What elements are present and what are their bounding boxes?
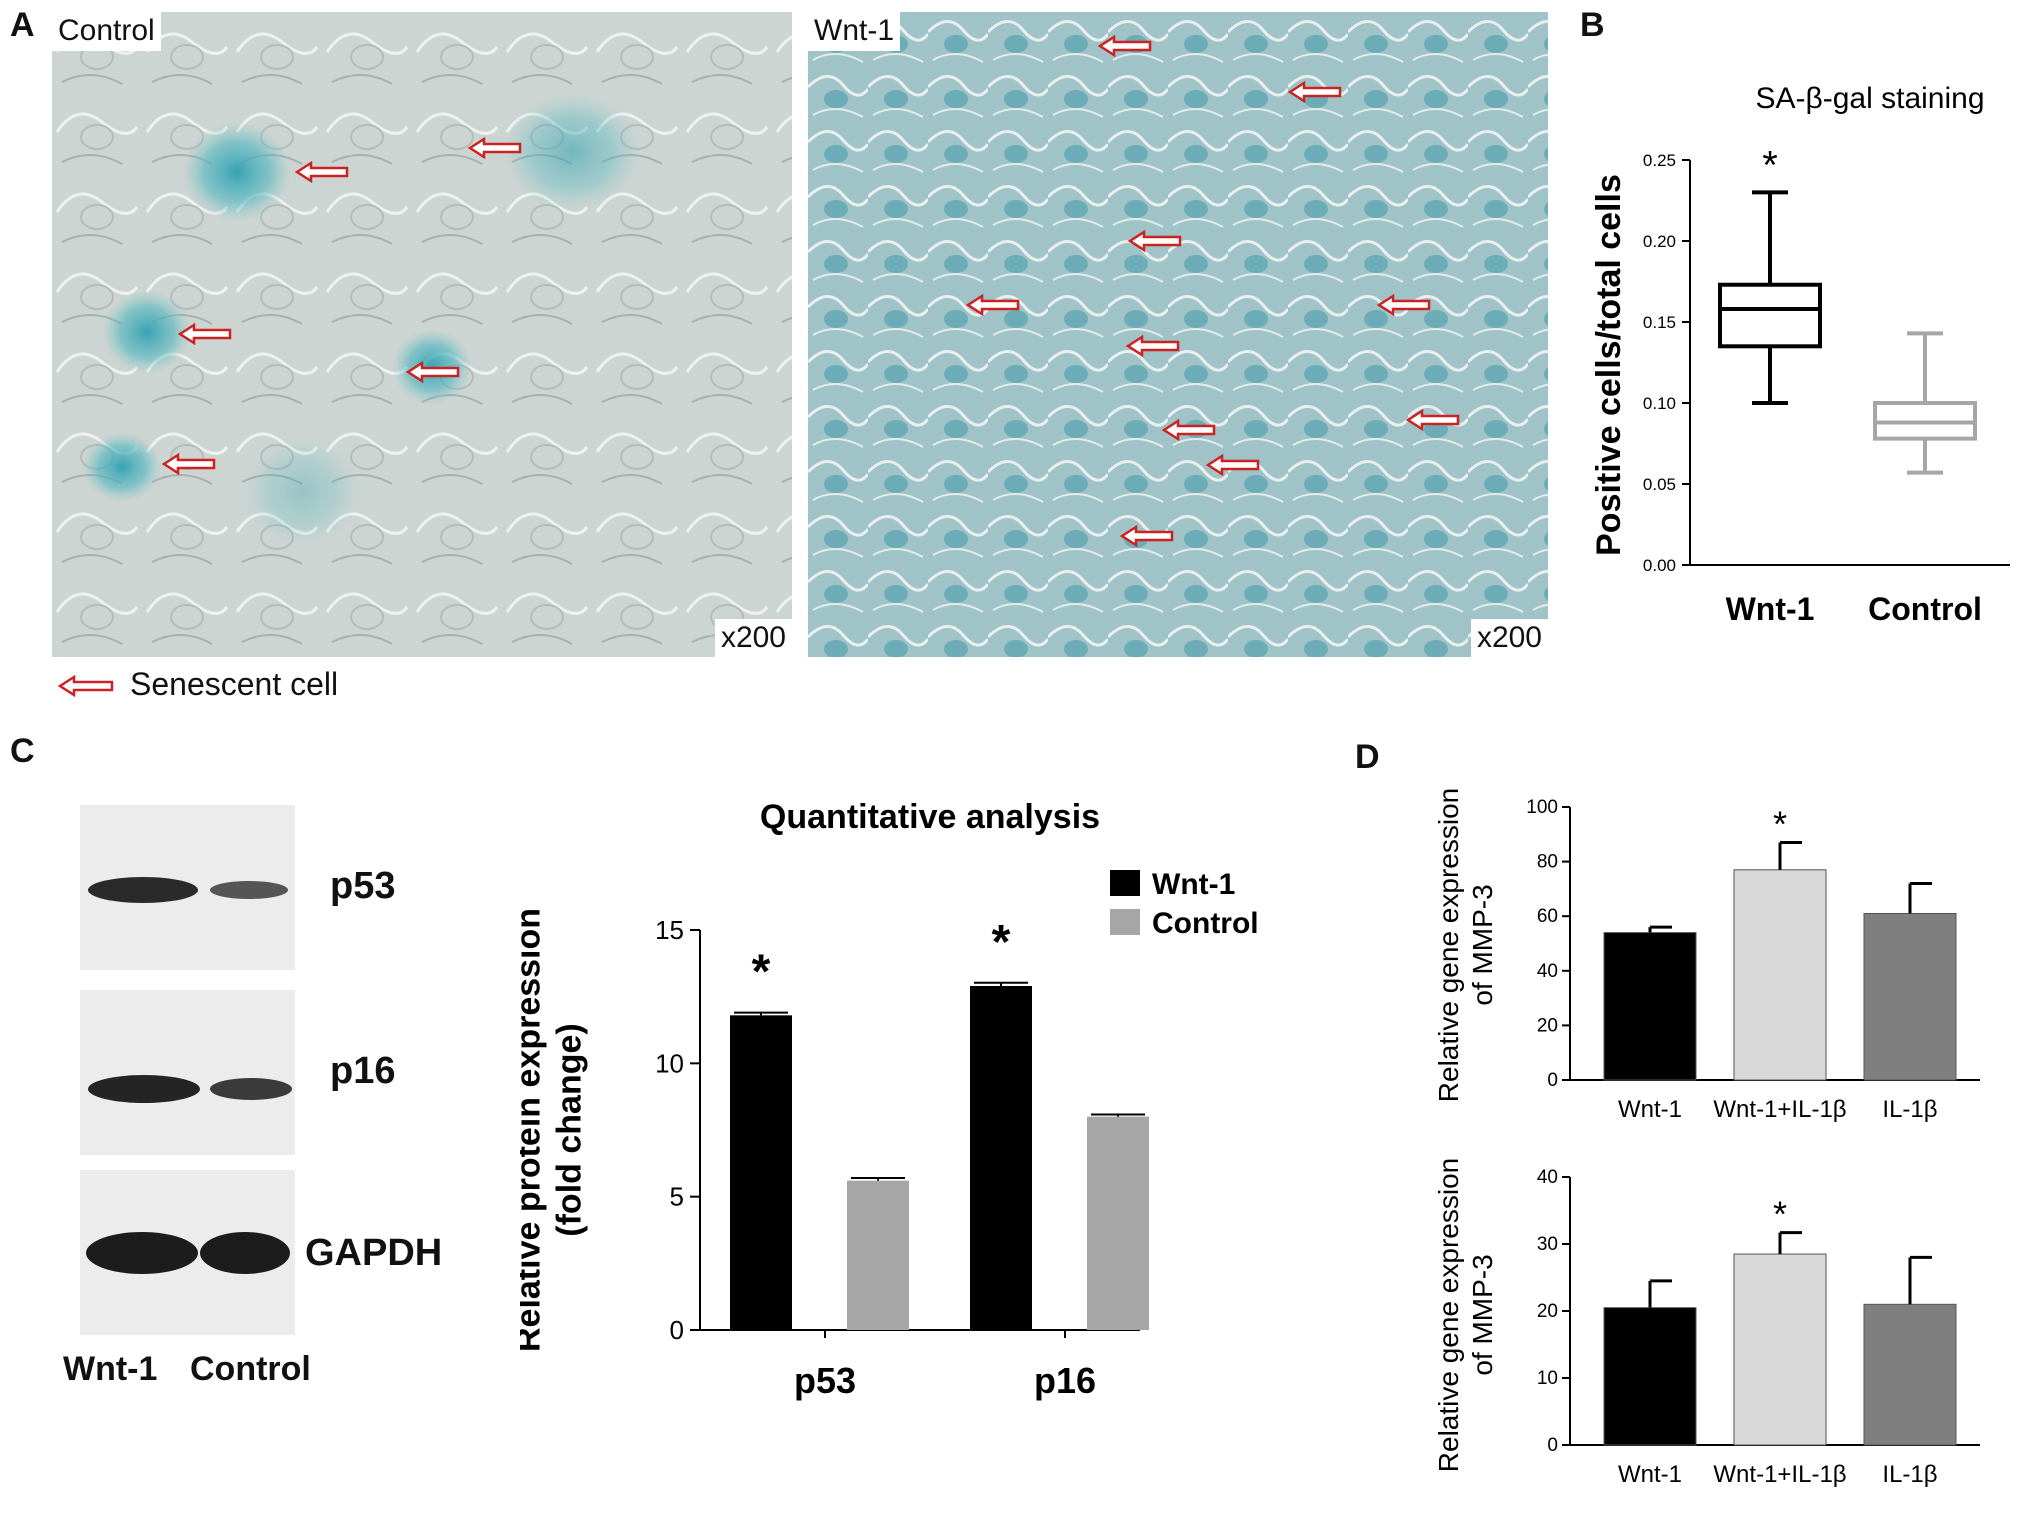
bar (1603, 932, 1697, 1081)
box-iqr (1718, 282, 1822, 349)
y-tick-label: 15 (655, 915, 684, 945)
y-tick-label: 80 (1537, 852, 1558, 873)
panel-letter-a: A (10, 6, 35, 44)
x-tick-label: p16 (1034, 1360, 1096, 1401)
x-tick-label: Wnt-1+IL-1β (1713, 1096, 1846, 1123)
panel-letter-d: D (1355, 738, 1380, 776)
blot-band-label: p53 (330, 865, 396, 907)
bar (1733, 869, 1827, 1081)
micrograph-control-image (52, 12, 792, 657)
y-tick-label: 60 (1537, 906, 1558, 927)
significance-mark: * (1762, 143, 1778, 187)
y-tick-label: 0.00 (1643, 556, 1676, 575)
y-tick-label: 30 (1537, 1234, 1558, 1255)
x-tick-label: Control (1868, 591, 1982, 627)
y-tick-label: 0.15 (1643, 313, 1676, 332)
senescent-arrow (467, 136, 522, 160)
y-tick-label: 0.25 (1643, 151, 1676, 170)
band (200, 1232, 290, 1274)
y-tick-label: 40 (1537, 961, 1558, 982)
chart-b-boxplot: SA-β-gal staining Positive cells/total ce… (1590, 82, 2010, 627)
significance-mark: * (752, 945, 771, 998)
chart-title: Quantitative analysis (760, 798, 1100, 836)
bar (1603, 1307, 1697, 1446)
chart-c-bar: Quantitative analysis Relative protein ex… (520, 798, 1259, 1401)
y-tick-label: 10 (655, 1048, 684, 1078)
y-tick-label: 0 (1547, 1435, 1558, 1456)
micrograph-label: Control (52, 12, 161, 51)
bar (1733, 1253, 1827, 1446)
significance-mark: * (1773, 803, 1787, 844)
blot-lane-label: Control (190, 1350, 311, 1388)
panel-letter-c: C (10, 732, 35, 770)
band (88, 877, 198, 903)
bar (1087, 1116, 1149, 1330)
x-tick-label: IL-1β (1882, 1461, 1937, 1488)
legend-swatch (1110, 909, 1140, 935)
band (210, 1078, 292, 1100)
legend-label: Control (1152, 907, 1259, 940)
x-tick-label: Wnt-1+IL-1β (1713, 1461, 1846, 1488)
band (88, 1075, 200, 1103)
micrograph-wnt1: Wnt-1 x200 (808, 12, 1548, 657)
micrograph-wnt1-image (808, 12, 1548, 657)
x-tick-label: IL-1β (1882, 1096, 1937, 1123)
y-tick-label: 20 (1537, 1301, 1558, 1322)
y-tick-label: 40 (1537, 1167, 1558, 1188)
x-tick-label: Wnt-1 (1618, 1096, 1682, 1123)
y-axis-label: Relative gene expressionof MMP-3 (1433, 1158, 1498, 1472)
blot-p53 (80, 805, 295, 970)
y-axis-label: Relative protein expression(fold change) (520, 908, 588, 1352)
band (86, 1232, 198, 1274)
senescent-arrow-icon (57, 674, 114, 698)
blot-gapdh (80, 1170, 295, 1335)
y-tick-label: 100 (1526, 797, 1558, 818)
y-tick-label: 0 (670, 1315, 684, 1345)
legend-label: Wnt-1 (1152, 868, 1235, 901)
significance-mark: * (1773, 1194, 1787, 1235)
x-tick-label: Wnt-1 (1726, 591, 1815, 627)
senescent-arrow (405, 360, 460, 384)
y-tick-label: 0.10 (1643, 394, 1676, 413)
legend-swatch (1110, 870, 1140, 896)
senescent-legend-label: Senescent cell (130, 666, 339, 702)
magnification-label: x200 (1470, 618, 1548, 657)
bar (1863, 912, 1957, 1081)
senescent-arrow (161, 452, 216, 476)
y-tick-label: 0.20 (1643, 232, 1676, 251)
y-axis-label: Positive cells/total cells (1590, 174, 1628, 556)
x-tick-label: Wnt-1 (1618, 1461, 1682, 1488)
bar (730, 1015, 792, 1330)
x-tick-label: p53 (794, 1360, 856, 1401)
y-tick-label: 5 (670, 1182, 684, 1212)
blot-band-label: p16 (330, 1050, 396, 1092)
y-tick-label: 20 (1537, 1015, 1558, 1036)
senescent-arrow (294, 160, 349, 184)
bar (970, 986, 1032, 1330)
micrograph-label: Wnt-1 (808, 12, 901, 51)
magnification-label: x200 (714, 618, 792, 657)
y-tick-label: 0.05 (1643, 475, 1676, 494)
blot-p16 (80, 990, 295, 1155)
blot-band-label: GAPDH (305, 1232, 443, 1274)
significance-mark: * (992, 916, 1011, 969)
chart-d-top-bar: Relative gene expressionof MMP-3 0 20 40 60 8… (1433, 788, 1980, 1123)
y-tick-label: 0 (1547, 1070, 1558, 1091)
band (210, 881, 288, 899)
y-axis-label: Relative gene expressionof MMP-3 (1433, 788, 1498, 1102)
micrograph-control: Control x200 (52, 12, 792, 657)
blot-lane-label: Wnt-1 (63, 1350, 158, 1388)
bar (1863, 1303, 1957, 1446)
chart-d-bottom-bar: Relative gene expressionof MMP-3 0 10 20 30 4… (1433, 1158, 1980, 1488)
chart-title: SA-β-gal staining (1755, 82, 1984, 115)
senescent-arrow (177, 322, 232, 346)
panel-letter-b: B (1580, 6, 1605, 44)
bar (847, 1180, 909, 1330)
y-tick-label: 10 (1537, 1368, 1558, 1389)
